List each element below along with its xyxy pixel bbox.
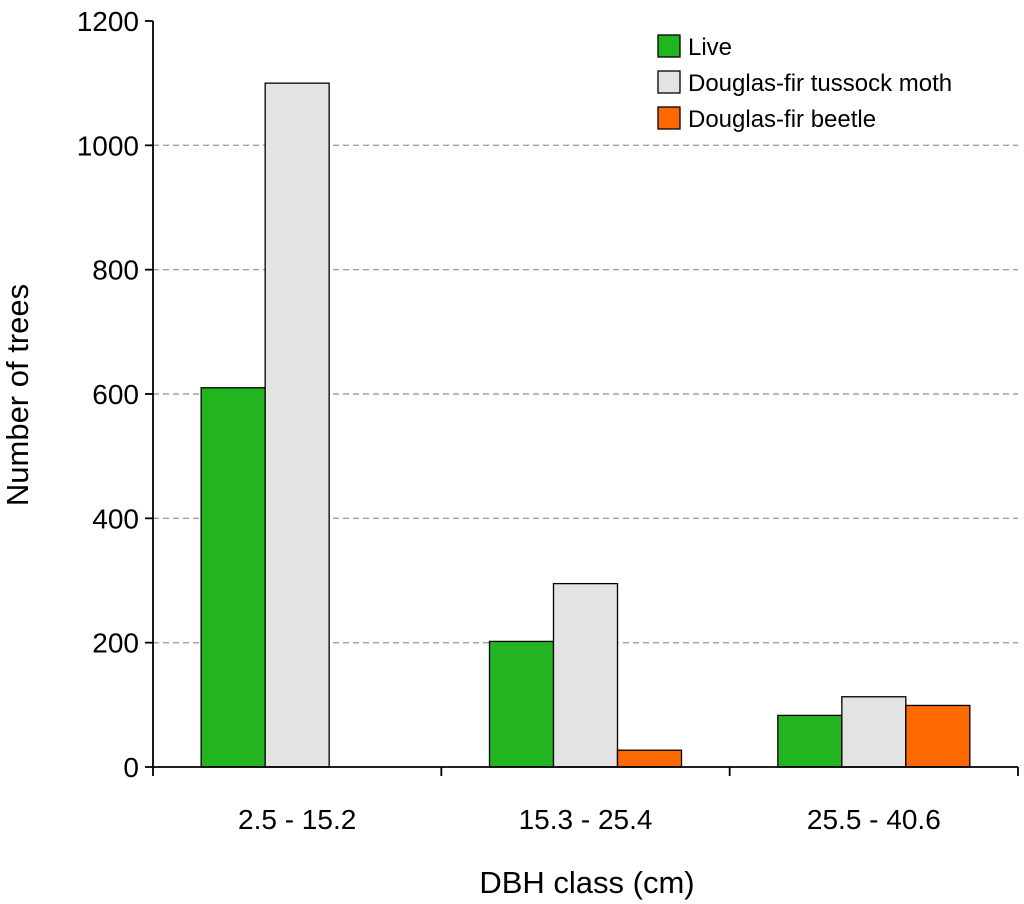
legend-label: Live bbox=[688, 34, 732, 61]
legend-label: Douglas-fir beetle bbox=[688, 106, 876, 133]
y-tick-label: 1000 bbox=[77, 130, 139, 161]
x-tick-label: 2.5 - 15.2 bbox=[238, 804, 356, 835]
axes bbox=[145, 20, 1019, 776]
y-tick-label: 600 bbox=[92, 379, 139, 410]
y-axis-title: Number of trees bbox=[0, 284, 35, 506]
bar bbox=[777, 714, 843, 768]
bar bbox=[488, 640, 555, 768]
legend-swatch bbox=[657, 34, 681, 58]
x-tick-label: 25.5 - 40.6 bbox=[807, 804, 941, 835]
y-tick-label: 1200 bbox=[77, 6, 139, 37]
legend-label: Douglas-fir tussock moth bbox=[688, 70, 952, 97]
bar bbox=[552, 582, 619, 768]
bar bbox=[841, 696, 907, 768]
bar bbox=[616, 749, 683, 768]
bar bbox=[200, 387, 266, 768]
x-tick-label: 15.3 - 25.4 bbox=[519, 804, 653, 835]
y-tick-label: 800 bbox=[92, 255, 139, 286]
x-axis-title: DBH class (cm) bbox=[479, 865, 694, 900]
legend: Live Douglas-fir tussock moth Douglas-fir … bbox=[657, 34, 952, 133]
tick-labels: 0 200 400 600 800 1000 1200 2.5 - 15.2 15.3 - 25… bbox=[77, 6, 941, 835]
y-tick-label: 200 bbox=[92, 628, 139, 659]
y-tick-label: 0 bbox=[123, 752, 139, 783]
bar bbox=[264, 82, 330, 768]
bar bbox=[905, 704, 971, 768]
legend-swatch bbox=[657, 106, 681, 130]
bars bbox=[200, 82, 971, 768]
y-tick-label: 400 bbox=[92, 503, 139, 534]
legend-swatch bbox=[657, 70, 681, 94]
